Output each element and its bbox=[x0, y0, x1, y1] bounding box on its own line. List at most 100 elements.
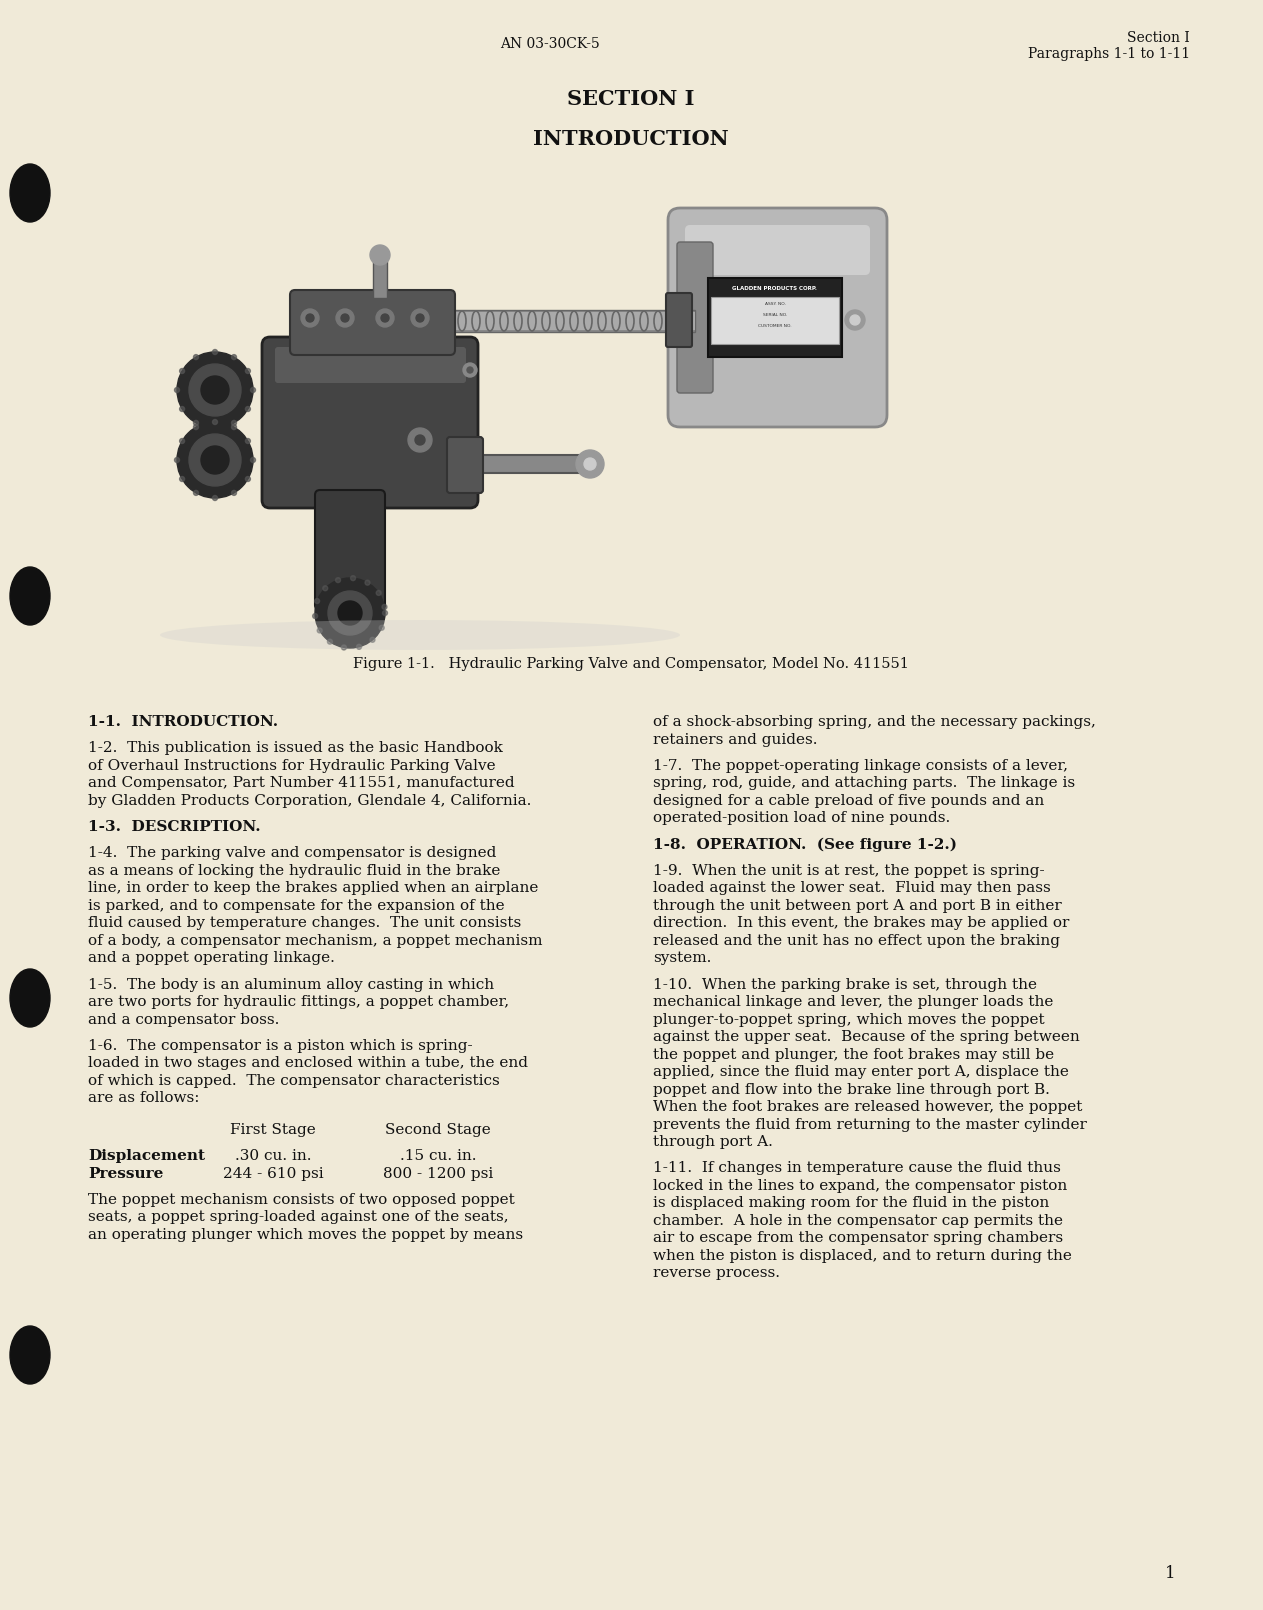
Circle shape bbox=[576, 451, 604, 478]
Circle shape bbox=[845, 311, 865, 330]
Text: ASSY. NO.: ASSY. NO. bbox=[764, 303, 786, 306]
Circle shape bbox=[245, 438, 250, 443]
Ellipse shape bbox=[10, 164, 51, 222]
Circle shape bbox=[306, 314, 314, 322]
Text: poppet and flow into the brake line through port B.: poppet and flow into the brake line thro… bbox=[653, 1082, 1050, 1096]
Text: as a means of locking the hydraulic fluid in the brake: as a means of locking the hydraulic flui… bbox=[88, 863, 500, 877]
Text: loaded against the lower seat.  Fluid may then pass: loaded against the lower seat. Fluid may… bbox=[653, 881, 1051, 895]
FancyBboxPatch shape bbox=[685, 225, 870, 275]
Text: 1-8.  OPERATION.  (See figure 1-2.): 1-8. OPERATION. (See figure 1-2.) bbox=[653, 837, 957, 852]
Circle shape bbox=[212, 349, 217, 354]
Circle shape bbox=[376, 591, 381, 596]
Circle shape bbox=[193, 354, 198, 359]
Text: INTRODUCTION: INTRODUCTION bbox=[533, 129, 729, 150]
Text: and Compensator, Part Number 411551, manufactured: and Compensator, Part Number 411551, man… bbox=[88, 776, 514, 791]
Circle shape bbox=[370, 245, 390, 266]
Circle shape bbox=[231, 420, 236, 425]
Circle shape bbox=[174, 457, 179, 462]
Circle shape bbox=[177, 422, 253, 497]
Bar bbox=[416, 311, 695, 332]
Circle shape bbox=[301, 309, 320, 327]
FancyBboxPatch shape bbox=[290, 290, 455, 354]
Circle shape bbox=[177, 353, 253, 428]
Circle shape bbox=[212, 496, 217, 501]
Text: released and the unit has no effect upon the braking: released and the unit has no effect upon… bbox=[653, 934, 1060, 948]
Text: the poppet and plunger, the foot brakes may still be: the poppet and plunger, the foot brakes … bbox=[653, 1048, 1055, 1061]
Text: CUSTOMER NO.: CUSTOMER NO. bbox=[758, 324, 792, 328]
Circle shape bbox=[464, 362, 477, 377]
Text: loaded in two stages and enclosed within a tube, the end: loaded in two stages and enclosed within… bbox=[88, 1056, 528, 1071]
Text: direction.  In this event, the brakes may be applied or: direction. In this event, the brakes may… bbox=[653, 916, 1070, 931]
Circle shape bbox=[250, 388, 255, 393]
FancyBboxPatch shape bbox=[711, 296, 839, 345]
Circle shape bbox=[381, 604, 386, 610]
Text: GLADDEN PRODUCTS CORP.: GLADDEN PRODUCTS CORP. bbox=[733, 285, 817, 290]
Circle shape bbox=[467, 367, 474, 374]
Text: Section I: Section I bbox=[1128, 31, 1190, 45]
Circle shape bbox=[231, 354, 236, 359]
Text: 1-6.  The compensator is a piston which is spring-: 1-6. The compensator is a piston which i… bbox=[88, 1038, 472, 1053]
FancyBboxPatch shape bbox=[677, 242, 714, 393]
Circle shape bbox=[341, 314, 349, 322]
Circle shape bbox=[201, 377, 229, 404]
Text: .15 cu. in.: .15 cu. in. bbox=[400, 1150, 476, 1162]
Circle shape bbox=[313, 613, 317, 618]
Text: 1-11.  If changes in temperature cause the fluid thus: 1-11. If changes in temperature cause th… bbox=[653, 1161, 1061, 1175]
Circle shape bbox=[179, 406, 184, 412]
Ellipse shape bbox=[10, 567, 51, 625]
Circle shape bbox=[410, 309, 429, 327]
Text: locked in the lines to expand, the compensator piston: locked in the lines to expand, the compe… bbox=[653, 1179, 1067, 1193]
Text: 1-3.  DESCRIPTION.: 1-3. DESCRIPTION. bbox=[88, 819, 260, 834]
Circle shape bbox=[338, 601, 362, 625]
Circle shape bbox=[193, 425, 198, 430]
Text: and a poppet operating linkage.: and a poppet operating linkage. bbox=[88, 952, 335, 966]
Text: and a compensator boss.: and a compensator boss. bbox=[88, 1013, 279, 1027]
Text: seats, a poppet spring-loaded against one of the seats,: seats, a poppet spring-loaded against on… bbox=[88, 1211, 509, 1224]
Text: 1-5.  The body is an aluminum alloy casting in which: 1-5. The body is an aluminum alloy casti… bbox=[88, 977, 494, 992]
Circle shape bbox=[341, 646, 346, 650]
Text: retainers and guides.: retainers and guides. bbox=[653, 733, 817, 747]
Text: 1-9.  When the unit is at rest, the poppet is spring-: 1-9. When the unit is at rest, the poppe… bbox=[653, 863, 1045, 877]
Text: through the unit between port A and port B in either: through the unit between port A and port… bbox=[653, 898, 1062, 913]
Text: The poppet mechanism consists of two opposed poppet: The poppet mechanism consists of two opp… bbox=[88, 1193, 515, 1208]
Circle shape bbox=[245, 369, 250, 374]
Circle shape bbox=[245, 477, 250, 481]
FancyBboxPatch shape bbox=[261, 336, 477, 509]
Text: of Overhaul Instructions for Hydraulic Parking Valve: of Overhaul Instructions for Hydraulic P… bbox=[88, 758, 495, 773]
Text: 1-10.  When the parking brake is set, through the: 1-10. When the parking brake is set, thr… bbox=[653, 977, 1037, 992]
Text: 1-1.  INTRODUCTION.: 1-1. INTRODUCTION. bbox=[88, 715, 278, 729]
Text: plunger-to-poppet spring, which moves the poppet: plunger-to-poppet spring, which moves th… bbox=[653, 1013, 1045, 1027]
Circle shape bbox=[584, 457, 596, 470]
Circle shape bbox=[328, 591, 373, 634]
Bar bbox=[373, 258, 386, 298]
Circle shape bbox=[383, 610, 388, 615]
Circle shape bbox=[193, 420, 198, 425]
Text: of which is capped.  The compensator characteristics: of which is capped. The compensator char… bbox=[88, 1074, 500, 1088]
Circle shape bbox=[323, 586, 328, 591]
Circle shape bbox=[231, 491, 236, 496]
Circle shape bbox=[212, 420, 217, 425]
Circle shape bbox=[370, 638, 375, 642]
Text: First Stage: First Stage bbox=[230, 1122, 316, 1137]
Text: .30 cu. in.: .30 cu. in. bbox=[235, 1150, 311, 1162]
Circle shape bbox=[317, 628, 322, 633]
Circle shape bbox=[314, 578, 385, 647]
Text: Displacement: Displacement bbox=[88, 1150, 205, 1162]
Text: Second Stage: Second Stage bbox=[385, 1122, 491, 1137]
Circle shape bbox=[179, 477, 184, 481]
Circle shape bbox=[365, 580, 370, 584]
Circle shape bbox=[376, 309, 394, 327]
Circle shape bbox=[212, 425, 217, 430]
Circle shape bbox=[464, 464, 477, 477]
FancyBboxPatch shape bbox=[275, 348, 466, 383]
Text: of a shock-absorbing spring, and the necessary packings,: of a shock-absorbing spring, and the nec… bbox=[653, 715, 1096, 729]
FancyBboxPatch shape bbox=[666, 293, 692, 348]
Circle shape bbox=[179, 438, 184, 443]
Text: chamber.  A hole in the compensator cap permits the: chamber. A hole in the compensator cap p… bbox=[653, 1214, 1063, 1228]
Text: Figure 1-1.   Hydraulic Parking Valve and Compensator, Model No. 411551: Figure 1-1. Hydraulic Parking Valve and … bbox=[354, 657, 909, 671]
Circle shape bbox=[351, 576, 356, 581]
Circle shape bbox=[416, 435, 426, 444]
Ellipse shape bbox=[10, 969, 51, 1027]
Circle shape bbox=[416, 314, 424, 322]
FancyBboxPatch shape bbox=[709, 279, 842, 357]
